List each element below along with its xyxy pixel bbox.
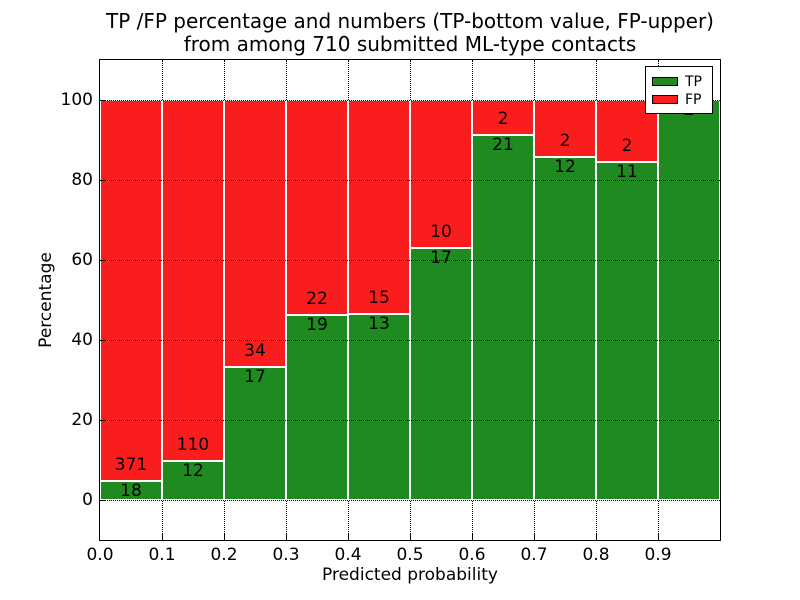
bar-tp-count-label: 21	[492, 134, 514, 155]
bar-fp-segment	[100, 100, 162, 482]
bar-tp-count-label: 12	[182, 460, 204, 481]
bar-tp-segment	[224, 366, 286, 500]
bar-fp-segment	[162, 100, 224, 461]
gridline-horizontal	[100, 100, 720, 101]
x-tick-mark	[534, 534, 535, 540]
x-tick-mark	[658, 534, 659, 540]
gridline-horizontal	[100, 420, 720, 421]
chart-title-line1: TP /FP percentage and numbers (TP-bottom…	[106, 9, 714, 33]
y-tick-label: 60	[71, 250, 93, 270]
bar-fp-count-label: 2	[621, 135, 633, 156]
bar-tp-count-label: 18	[120, 481, 142, 502]
bar-tp-segment	[472, 134, 534, 500]
bar-fp-count-label: 2	[497, 108, 509, 129]
legend-item-tp: TP	[652, 73, 706, 90]
bar-tp-count-label: 12	[554, 157, 576, 178]
bar-fp-segment	[410, 100, 472, 249]
x-tick-label: 0.5	[396, 545, 424, 565]
x-tick-mark	[286, 534, 287, 540]
bar-fp-segment	[348, 100, 410, 315]
x-tick-mark	[162, 534, 163, 540]
y-tick-mark	[100, 260, 106, 261]
bar-tp-segment	[410, 248, 472, 500]
x-tick-mark	[224, 534, 225, 540]
x-axis-label: Predicted probability	[322, 565, 498, 585]
x-tick-label: 0.0	[86, 545, 114, 565]
x-tick-label: 0.9	[644, 545, 672, 565]
bar-fp-count-label: 22	[306, 288, 328, 309]
legend-label-fp: FP	[685, 91, 702, 108]
bar-tp-count-label: 17	[244, 366, 266, 387]
bar-tp-segment	[658, 100, 720, 500]
y-tick-mark	[100, 500, 106, 501]
tp-color-swatch	[652, 77, 678, 86]
y-tick-mark	[100, 340, 106, 341]
x-tick-label: 0.4	[334, 545, 362, 565]
bar-tp-segment	[534, 157, 596, 500]
x-tick-label: 0.6	[458, 545, 486, 565]
x-tick-label: 0.7	[520, 545, 548, 565]
bar-fp-count-label: 2	[559, 131, 571, 152]
x-tick-mark	[348, 534, 349, 540]
gridline-horizontal	[100, 180, 720, 181]
x-tick-label: 0.3	[272, 545, 300, 565]
x-tick-mark	[410, 534, 411, 540]
chart-title-line2: from among 710 submitted ML-type contact…	[183, 32, 637, 56]
bar-fp-count-label: 10	[430, 222, 452, 243]
y-tick-label: 20	[71, 410, 93, 430]
plot-area: TP FP 371 18 110 12 34 17 22 19 15 13 10 17 2 21 2 12 2 1…	[99, 59, 721, 541]
x-tick-mark	[596, 534, 597, 540]
legend: TP FP	[645, 66, 713, 114]
y-tick-mark	[100, 180, 106, 181]
gridline-horizontal	[100, 340, 720, 341]
x-tick-label: 0.8	[582, 545, 610, 565]
bar-fp-count-label: 110	[176, 434, 210, 455]
chart-title: TP /FP percentage and numbers (TP-bottom…	[100, 10, 720, 56]
x-tick-label: 0.1	[148, 545, 176, 565]
bar-tp-count-label: 19	[306, 314, 328, 335]
bar-fp-count-label: 15	[368, 288, 390, 309]
y-tick-label: 0	[82, 490, 93, 510]
bar-fp-segment	[286, 100, 348, 315]
bar-tp-count-label: 11	[616, 161, 638, 182]
y-tick-mark	[100, 420, 106, 421]
legend-item-fp: FP	[652, 91, 706, 108]
bar-tp-segment	[162, 460, 224, 500]
gridline-horizontal	[100, 500, 720, 501]
y-tick-label: 80	[71, 170, 93, 190]
bar-fp-segment	[472, 100, 534, 135]
y-tick-label: 40	[71, 330, 93, 350]
bar-tp-segment	[100, 481, 162, 500]
bar-tp-segment	[596, 161, 658, 500]
gridline-horizontal	[100, 260, 720, 261]
y-tick-label: 100	[60, 90, 93, 110]
bar-tp-count-label: 13	[368, 314, 390, 335]
y-tick-mark	[100, 100, 106, 101]
bar-tp-segment	[348, 314, 410, 500]
bar-tp-segment	[286, 314, 348, 500]
fp-color-swatch	[652, 95, 678, 104]
x-tick-mark	[472, 534, 473, 540]
legend-label-tp: TP	[685, 73, 702, 90]
bar-fp-segment	[224, 100, 286, 367]
x-tick-label: 0.2	[210, 545, 238, 565]
bar-tp-count-label: 17	[430, 248, 452, 269]
bar-fp-segment	[534, 100, 596, 158]
bar-fp-count-label: 371	[114, 455, 148, 476]
bar-fp-count-label: 34	[244, 340, 266, 361]
